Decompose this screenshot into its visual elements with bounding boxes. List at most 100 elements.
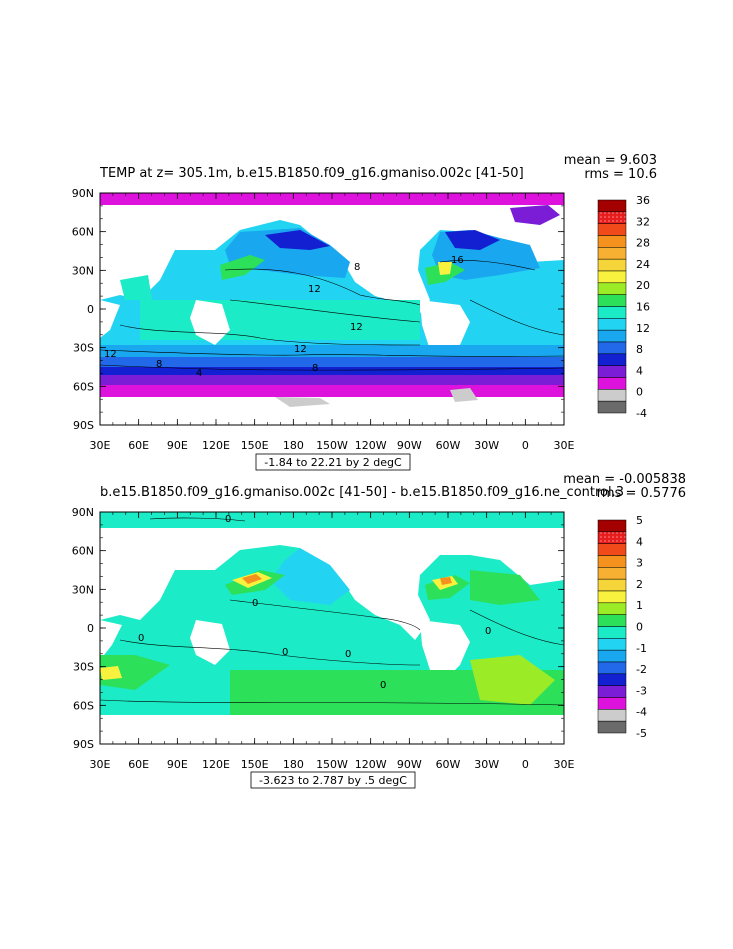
colorbar-label: 8 xyxy=(636,343,643,356)
map-field: 0 0 0 0 0 0 0 xyxy=(99,512,565,727)
contour-line xyxy=(229,299,421,323)
colorbar-swatch xyxy=(597,235,627,248)
land-africa xyxy=(100,300,120,338)
colorbar-swatch xyxy=(597,697,627,710)
colorbar-swatch xyxy=(597,626,627,639)
colorbar-label: 32 xyxy=(636,215,650,228)
agulhas-yellow xyxy=(100,666,122,680)
land-antarctica xyxy=(100,715,564,727)
x-tick-label: 60W xyxy=(436,758,461,771)
contour-label: 12 xyxy=(350,322,363,333)
colorbar-label: 0 xyxy=(636,621,643,634)
colorbar-label: 1 xyxy=(636,599,643,612)
colorbar: 36 32 28 24 20 16 12 8 4 0 -4 xyxy=(597,194,650,420)
y-tick-label: 90N xyxy=(72,187,94,200)
range-label: -1.84 to 22.21 by 2 degC xyxy=(264,456,402,469)
colorbar-swatch xyxy=(597,365,627,378)
colorbar-label: -2 xyxy=(636,663,647,676)
colorbar-swatch xyxy=(597,590,627,604)
kuroshio-orange xyxy=(242,574,262,584)
x-tick-label: 180 xyxy=(283,758,304,771)
gulf-stream-orange xyxy=(440,577,452,585)
south-band-1 xyxy=(100,345,564,357)
colorbar: 5 4 3 2 1 0 -1 -2 -3 -4 -5 xyxy=(597,514,647,740)
contour-label: 4 xyxy=(196,368,202,379)
contour-label: 8 xyxy=(156,359,162,370)
axes: 30E 60E 90E 120E 150E 180 150W 120W 90W 60W 30W 0 30… xyxy=(72,506,575,771)
panel-temp-mean: TEMP at z= 305.1m, b.e15.B1850.f09_g16.g… xyxy=(72,153,657,471)
pacific-cool xyxy=(270,548,350,605)
range-box xyxy=(255,453,411,471)
colorbar-label: -4 xyxy=(636,706,647,719)
contour-line xyxy=(99,699,565,706)
colorbar-swatch xyxy=(597,306,627,319)
contour-line xyxy=(469,299,565,336)
contour-label: 0 xyxy=(225,514,231,525)
y-tick-label: 0 xyxy=(87,303,94,316)
gulf-stream-yellow xyxy=(438,262,452,275)
colorbar-label: 24 xyxy=(636,258,650,271)
colorbar-label: 5 xyxy=(636,514,643,527)
x-tick-label: 30E xyxy=(554,758,575,771)
contours xyxy=(99,260,565,371)
x-tick-label: 30E xyxy=(90,439,111,452)
colorbar-swatch xyxy=(597,614,627,627)
x-tick-label: 150E xyxy=(241,439,269,452)
panel-title: b.e15.B1850.f09_g16.gmaniso.002c [41-50]… xyxy=(100,485,624,500)
south-band-5 xyxy=(100,385,564,397)
contour-label: 16 xyxy=(451,255,464,266)
colorbar-swatch xyxy=(597,709,627,722)
y-tick-label: 30N xyxy=(72,583,94,596)
colorbar-label: -1 xyxy=(636,642,647,655)
colorbar-label: 4 xyxy=(636,364,643,377)
colorbar-swatch xyxy=(597,329,627,343)
colorbar-label: 16 xyxy=(636,301,650,314)
colorbar-swatch xyxy=(597,602,627,615)
pacific-north-dark xyxy=(265,230,330,250)
south-atlantic-lime xyxy=(470,655,555,705)
contour-line xyxy=(439,260,536,271)
colorbar-swatch xyxy=(597,649,627,663)
colorbar-swatch xyxy=(597,567,627,580)
x-tick-label: 90W xyxy=(397,439,422,452)
colorbar-swatch xyxy=(597,223,627,236)
x-tick-label: 150E xyxy=(241,758,269,771)
x-tick-label: 60W xyxy=(436,439,461,452)
south-band-2 xyxy=(100,357,564,367)
contour-line xyxy=(119,639,421,666)
colorbar-label: -3 xyxy=(636,684,647,697)
colorbar-swatch xyxy=(597,270,627,284)
y-tick-label: 90N xyxy=(72,506,94,519)
panel-temp-difference: b.e15.B1850.f09_g16.gmaniso.002c [41-50]… xyxy=(72,472,686,789)
land-australia xyxy=(190,620,230,665)
colorbar-swatch xyxy=(597,377,627,390)
y-tick-label: 30N xyxy=(72,264,94,277)
mean-stat: mean = -0.005838 xyxy=(563,472,686,487)
contour-label: 0 xyxy=(138,633,144,644)
contour-label: 8 xyxy=(354,262,360,273)
colorbar-label: 28 xyxy=(636,237,650,250)
contour-label: 0 xyxy=(380,680,386,691)
x-tick-label: 60E xyxy=(128,439,149,452)
x-tick-label: 120E xyxy=(202,758,230,771)
colorbar-swatch xyxy=(597,282,627,295)
south-band-3 xyxy=(100,367,564,375)
kuroshio-green xyxy=(220,255,265,280)
land-antarctica xyxy=(100,397,564,408)
contour-label: 12 xyxy=(294,344,307,355)
colorbar-swatch xyxy=(597,211,627,224)
x-tick-label: 120W xyxy=(355,439,387,452)
colorbar-swatch xyxy=(597,318,627,331)
colorbar-label: 20 xyxy=(636,279,650,292)
colorbar-swatch xyxy=(597,543,627,556)
x-tick-label: 0 xyxy=(522,758,529,771)
contour-label: 0 xyxy=(282,647,288,658)
rms-stat: rms = 10.6 xyxy=(584,167,657,182)
colorbar-swatch xyxy=(597,638,627,651)
colorbar-swatch xyxy=(597,258,627,272)
x-tick-label: 150W xyxy=(316,758,348,771)
ice-shelf-2 xyxy=(450,388,478,402)
colorbar-swatch xyxy=(597,661,627,675)
contour-line xyxy=(224,268,421,306)
tropical-belt xyxy=(140,300,420,340)
